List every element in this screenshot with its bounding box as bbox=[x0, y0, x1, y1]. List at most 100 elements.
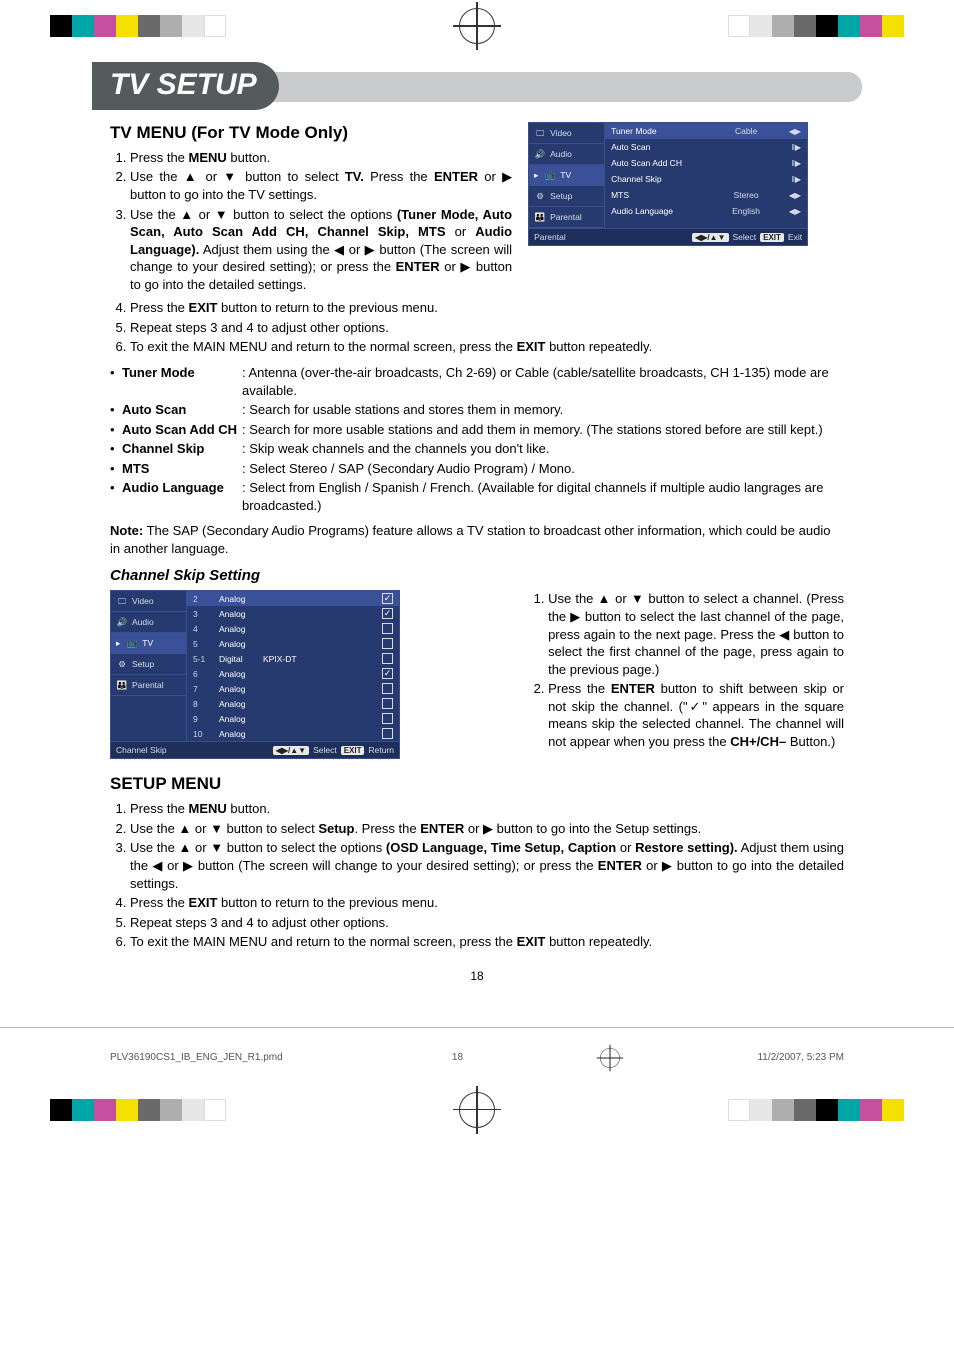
step-item: To exit the MAIN MENU and return to the … bbox=[130, 338, 844, 356]
osd-sidebar-item: ▸📺TV bbox=[111, 633, 186, 654]
reg-blocks-right bbox=[728, 1099, 904, 1121]
channel-list-row: 8Analog bbox=[187, 696, 399, 711]
osd-option-row: Audio LanguageEnglish◀▶ bbox=[605, 203, 807, 219]
channel-number: 10 bbox=[193, 729, 219, 739]
channel-list-row: 5Analog bbox=[187, 636, 399, 651]
osd-sidebar-item: ▸📺TV bbox=[529, 165, 604, 186]
reg-target-icon bbox=[872, 670, 908, 706]
osd-option-row: Tuner ModeCable◀▶ bbox=[605, 123, 807, 139]
chapter-title: TV SETUP bbox=[92, 62, 279, 110]
channel-number: 9 bbox=[193, 714, 219, 724]
osd-option-label: Channel Skip bbox=[611, 174, 711, 184]
channel-skip-checkbox bbox=[382, 623, 393, 634]
osd-option-row: Auto Scan‖▶ bbox=[605, 139, 807, 155]
channel-signal: Analog bbox=[219, 594, 263, 604]
channel-signal: Analog bbox=[219, 699, 263, 709]
step-item: Press the EXIT button to return to the p… bbox=[130, 894, 844, 912]
step-item: Use the ▲ or ▼ button to select a channe… bbox=[548, 590, 844, 678]
step-item: Press the MENU button. bbox=[130, 800, 844, 818]
channel-signal: Analog bbox=[219, 609, 263, 619]
channel-list-row: 2Analog bbox=[187, 591, 399, 606]
menu-icon: 🖵 bbox=[116, 595, 128, 607]
osd-content: Tuner ModeCable◀▶Auto Scan‖▶Auto Scan Ad… bbox=[605, 123, 807, 228]
osd-option-label: Auto Scan Add CH bbox=[611, 158, 711, 168]
setup-menu-steps: Press the MENU button. Use the ▲ or ▼ but… bbox=[110, 800, 844, 950]
channel-skip-steps: Use the ▲ or ▼ button to select a channe… bbox=[528, 590, 844, 750]
option-item: •MTS: Select Stereo / SAP (Secondary Aud… bbox=[110, 460, 844, 478]
channel-skip-checkbox bbox=[382, 593, 393, 604]
menu-label: Setup bbox=[550, 191, 572, 201]
channel-signal: Digital bbox=[219, 654, 263, 664]
tv-menu-steps: Press the MENU button.Use the ▲ or ▼ but… bbox=[110, 149, 512, 293]
channel-list-row: 10Analog bbox=[187, 726, 399, 741]
step-item: To exit the MAIN MENU and return to the … bbox=[130, 933, 844, 951]
option-item: •Auto Scan: Search for usable stations a… bbox=[110, 401, 844, 419]
footer-page: 18 bbox=[452, 1052, 463, 1063]
osd-sidebar-item: 🖵 Video bbox=[111, 591, 186, 612]
osd-footer-exitkey: EXIT bbox=[341, 746, 365, 755]
print-registration-top bbox=[0, 0, 954, 52]
osd-sidebar-item: 🔊Audio bbox=[111, 612, 186, 633]
osd-footer-arrows: ◀▶/▲▼ bbox=[273, 746, 309, 755]
osd-footer-select: Select bbox=[733, 232, 757, 242]
step-item: Repeat steps 3 and 4 to adjust other opt… bbox=[130, 914, 844, 932]
channel-name: KPIX-DT bbox=[263, 654, 382, 664]
menu-icon: 👪 bbox=[534, 211, 546, 223]
channel-signal: Analog bbox=[219, 729, 263, 739]
osd-option-indicator: ‖▶ bbox=[781, 159, 801, 168]
reg-blocks-left bbox=[50, 15, 226, 37]
osd-channel-skip: 🖵Video🔊Audio▸📺TV⚙Setup👪Parental 2Analog3… bbox=[110, 590, 400, 759]
channel-skip-checkbox bbox=[382, 668, 393, 679]
osd-option-label: Auto Scan bbox=[611, 142, 711, 152]
osd-option-row: MTSStereo◀▶ bbox=[605, 187, 807, 203]
osd-option-indicator: ◀▶ bbox=[781, 127, 801, 136]
menu-icon: 📺 bbox=[544, 169, 556, 181]
channel-list-row: 5-1DigitalKPIX-DT bbox=[187, 651, 399, 666]
reg-target-icon bbox=[459, 1092, 495, 1128]
reg-blocks-left bbox=[50, 1099, 226, 1121]
osd-sidebar-item: 👪Parental bbox=[111, 675, 186, 696]
osd-content: 2Analog3Analog4Analog5Analog5-1DigitalKP… bbox=[187, 591, 399, 741]
channel-skip-checkbox bbox=[382, 728, 393, 739]
option-item: •Audio Language: Select from English / S… bbox=[110, 479, 844, 514]
channel-signal: Analog bbox=[219, 669, 263, 679]
osd-sidebar: 🖵Video🔊Audio▸📺TV⚙Setup👪Parental bbox=[529, 123, 605, 228]
footer-filename: PLV36190CS1_IB_ENG_JEN_R1.pmd bbox=[110, 1052, 283, 1063]
channel-skip-heading: Channel Skip Setting bbox=[110, 567, 844, 584]
osd-footer-left: Channel Skip bbox=[116, 745, 167, 755]
step-item: Press the ENTER button to shift between … bbox=[548, 680, 844, 750]
step-item: Use the ▲ or ▼ button to select TV. Pres… bbox=[130, 168, 512, 203]
osd-option-value: English bbox=[711, 206, 781, 216]
step-item: Repeat steps 3 and 4 to adjust other opt… bbox=[130, 319, 844, 337]
page-number: 18 bbox=[110, 969, 844, 983]
channel-skip-checkbox bbox=[382, 698, 393, 709]
menu-label: Video bbox=[550, 128, 572, 138]
channel-list-row: 9Analog bbox=[187, 711, 399, 726]
menu-label: Video bbox=[132, 596, 154, 606]
tv-menu-steps-cont: Press the EXIT button to return to the p… bbox=[110, 299, 844, 356]
channel-number: 2 bbox=[193, 594, 219, 604]
step-item: Use the ▲ or ▼ button to select the opti… bbox=[130, 839, 844, 892]
setup-menu-heading: SETUP MENU bbox=[110, 773, 844, 796]
osd-option-indicator: ◀▶ bbox=[781, 191, 801, 200]
channel-signal: Analog bbox=[219, 624, 263, 634]
osd-tv-menu: 🖵Video🔊Audio▸📺TV⚙Setup👪Parental Tuner Mo… bbox=[528, 122, 808, 246]
channel-list-row: 7Analog bbox=[187, 681, 399, 696]
osd-sidebar-item: ⚙Setup bbox=[111, 654, 186, 675]
osd-footer-arrows: ◀▶/▲▼ bbox=[692, 233, 728, 242]
reg-target-icon bbox=[46, 670, 82, 706]
osd-footer: Parental ◀▶/▲▼ Select EXIT Exit bbox=[529, 228, 807, 245]
channel-number: 8 bbox=[193, 699, 219, 709]
menu-label: Parental bbox=[550, 212, 582, 222]
step-item: Press the EXIT button to return to the p… bbox=[130, 299, 844, 317]
osd-option-value: Stereo bbox=[711, 190, 781, 200]
osd-footer-return: Return bbox=[368, 745, 394, 755]
channel-number: 3 bbox=[193, 609, 219, 619]
menu-label: Audio bbox=[550, 149, 572, 159]
osd-sidebar: 🖵 Video 🔊Audio▸📺TV⚙Setup👪Parental bbox=[111, 591, 187, 741]
footer-timestamp: 11/2/2007, 5:23 PM bbox=[757, 1052, 844, 1063]
menu-label: Setup bbox=[132, 659, 154, 669]
channel-number: 4 bbox=[193, 624, 219, 634]
channel-skip-checkbox bbox=[382, 653, 393, 664]
tv-menu-heading: TV MENU (For TV Mode Only) bbox=[110, 122, 512, 145]
